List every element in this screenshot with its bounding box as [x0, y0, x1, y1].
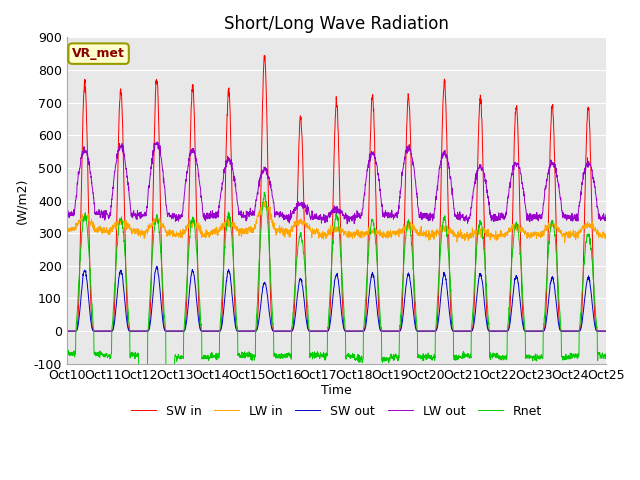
LW out — [63, 211, 70, 217]
Rnet — [137, 372, 145, 378]
Rnet — [260, 189, 268, 195]
Title: Short/Long Wave Radiation: Short/Long Wave Radiation — [224, 15, 449, 33]
SW in — [260, 52, 268, 58]
LW in — [352, 231, 360, 237]
LW out — [570, 216, 577, 221]
SW in — [213, 328, 221, 334]
Line: SW out: SW out — [67, 266, 606, 331]
Rnet — [602, 351, 610, 357]
LW in — [570, 234, 577, 240]
LW out — [493, 216, 501, 222]
LW out — [154, 139, 161, 145]
LW in — [213, 232, 221, 238]
SW in — [602, 328, 610, 334]
SW out — [570, 328, 577, 334]
LW in — [561, 240, 568, 245]
Rnet — [493, 350, 501, 356]
LW in — [261, 199, 269, 204]
Rnet — [214, 353, 221, 359]
SW out — [352, 328, 360, 334]
SW out — [493, 328, 501, 334]
LW in — [493, 233, 501, 239]
LW out — [353, 213, 360, 219]
X-axis label: Time: Time — [321, 384, 352, 397]
Rnet — [353, 356, 360, 362]
SW out — [214, 328, 221, 334]
SW in — [352, 328, 360, 334]
SW out — [602, 328, 610, 334]
SW in — [364, 256, 372, 262]
LW in — [555, 225, 563, 230]
SW in — [555, 306, 563, 312]
SW out — [364, 307, 372, 312]
SW out — [555, 320, 563, 326]
Line: LW in: LW in — [67, 202, 606, 242]
LW out — [602, 212, 610, 217]
LW in — [602, 232, 610, 238]
SW out — [153, 264, 161, 269]
Rnet — [63, 351, 70, 357]
LW out — [364, 163, 372, 168]
SW in — [493, 328, 501, 334]
Rnet — [570, 351, 577, 357]
LW out — [344, 221, 351, 227]
Rnet — [364, 261, 372, 266]
SW out — [63, 328, 70, 334]
Rnet — [555, 296, 563, 301]
LW out — [555, 181, 563, 187]
LW in — [364, 229, 372, 235]
Text: VR_met: VR_met — [72, 47, 125, 60]
Line: Rnet: Rnet — [67, 192, 606, 375]
Legend: SW in, LW in, SW out, LW out, Rnet: SW in, LW in, SW out, LW out, Rnet — [126, 400, 547, 423]
SW in — [63, 328, 70, 334]
Line: LW out: LW out — [67, 142, 606, 224]
Line: SW in: SW in — [67, 55, 606, 331]
LW out — [214, 209, 221, 215]
LW in — [63, 227, 70, 232]
Y-axis label: (W/m2): (W/m2) — [15, 177, 28, 224]
SW in — [570, 328, 577, 334]
